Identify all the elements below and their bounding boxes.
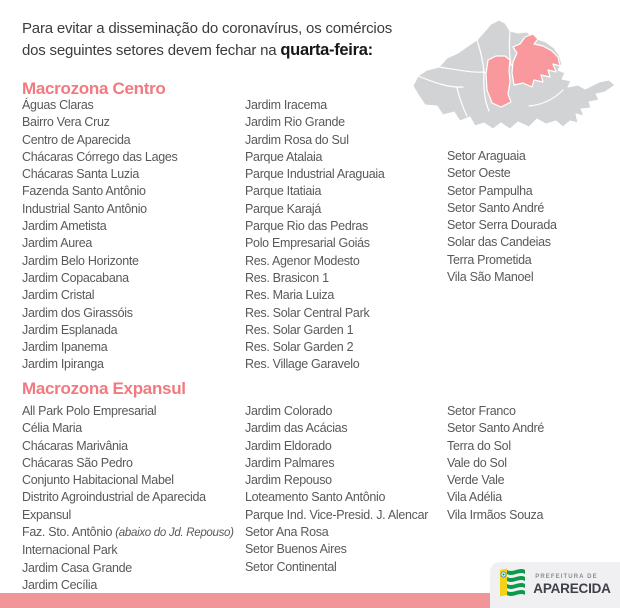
neighborhood-item: Setor Santo André xyxy=(447,200,545,215)
neighborhood-item: Jardim Rosa do Sul xyxy=(245,132,349,147)
bottom-accent-bar xyxy=(0,593,492,608)
neighborhood-item: Vale do Sol xyxy=(447,455,507,470)
neighborhood-item: Distrito Agroindustrial de Aparecida xyxy=(22,490,206,505)
neighborhood-item: Vila São Manoel xyxy=(447,270,534,285)
map-highlight-expansul xyxy=(511,33,561,88)
neighborhood-item: Res. Agenor Modesto xyxy=(245,253,360,268)
neighborhood-item: Setor Ana Rosa xyxy=(245,525,329,540)
neighborhood-item: Chácaras Santa Luzia xyxy=(22,167,139,182)
neighborhood-item: Parque Itatiaia xyxy=(245,184,322,199)
neighborhood-item: Jardim Copacabana xyxy=(22,270,129,285)
neighborhood-item: Verde Vale xyxy=(447,473,505,488)
neighborhood-item: Setor Santo André xyxy=(447,421,545,436)
logo-title: APARECIDA xyxy=(533,581,611,597)
neighborhood-item: Parque Atalaia xyxy=(245,149,323,164)
neighborhood-item: Terra Prometida xyxy=(447,252,532,267)
neighborhood-item: Parque Ind. Vice-Presid. J. Alencar xyxy=(245,507,429,522)
neighborhood-item: Res. Solar Central Park xyxy=(245,305,370,320)
neighborhood-item: Jardim Aurea xyxy=(22,236,93,251)
neighborhood-item: Internacional Park xyxy=(22,543,118,558)
neighborhood-item: Res. Brasicon 1 xyxy=(245,270,329,285)
title-line-1: Para evitar a disseminação do coronavíru… xyxy=(22,20,393,37)
neighborhood-item: Faz. Sto. Antônio (abaixo do Jd. Repouso… xyxy=(22,525,234,540)
neighborhood-item: Industrial Santo Antônio xyxy=(22,201,147,216)
logo-subtitle: PREFEITURA DE xyxy=(535,574,598,581)
neighborhood-item: Jardim Ametista xyxy=(22,219,107,234)
neighborhood-item: Polo Empresarial Goiás xyxy=(245,236,370,251)
neighborhood-item: Solar das Candeias xyxy=(447,235,551,250)
neighborhood-item: All Park Polo Empresarial xyxy=(22,404,157,418)
neighborhood-item: Jardim Esplanada xyxy=(22,322,118,337)
neighborhood-item: Setor Franco xyxy=(447,404,516,418)
map-district-borders xyxy=(417,30,564,117)
neighborhood-item: Setor Continental xyxy=(245,559,337,574)
neighborhood-item: Jardim dos Girassóis xyxy=(22,305,133,320)
neighborhood-item: Jardim das Acácias xyxy=(245,421,348,436)
neighborhood-item: Res. Maria Luiza xyxy=(245,288,334,303)
neighborhood-item: Chácaras Marivânia xyxy=(22,438,128,453)
centro-column-2: Jardim Iracema Jardim Rio Grande Jardim Ro… xyxy=(245,97,455,374)
section-title-macrozona-expansul: Macrozona Expansul xyxy=(22,379,186,398)
title-highlight: quarta-feira: xyxy=(280,40,373,59)
centro-column-3: Setor Araguaia Setor Oeste Setor Pampulha S… xyxy=(447,148,617,286)
expansul-column-1: All Park Polo Empresarial Célia Maria Chác… xyxy=(22,403,234,594)
aparecida-flag-icon xyxy=(499,568,526,602)
neighborhood-item: Jardim Repouso xyxy=(245,473,332,488)
expansul-column-2: Jardim Colorado Jardim das Acácias Jardim … xyxy=(245,403,455,576)
neighborhood-item: Parque Karajá xyxy=(245,201,322,216)
neighborhood-item: Vila Irmãos Souza xyxy=(447,507,544,522)
section-title-macrozona-centro: Macrozona Centro xyxy=(22,79,166,98)
neighborhood-item: Jardim Colorado xyxy=(245,404,333,418)
neighborhood-item: Centro de Aparecida xyxy=(22,132,131,147)
neighborhood-item: Setor Serra Dourada xyxy=(447,218,557,233)
logo-text: PREFEITURA DE APARECIDA xyxy=(533,574,611,597)
neighborhood-item: Jardim Rio Grande xyxy=(245,115,345,130)
neighborhood-item: Setor Araguaia xyxy=(447,149,526,163)
city-map xyxy=(412,10,618,145)
expansul-column-3: Setor Franco Setor Santo André Terra do So… xyxy=(447,403,617,524)
neighborhood-item: Fazenda Santo Antônio xyxy=(22,184,146,199)
title-line-2-text: dos seguintes setores devem fechar na xyxy=(22,41,281,59)
neighborhood-item: Setor Buenos Aires xyxy=(245,542,347,557)
neighborhood-item: Célia Maria xyxy=(22,421,82,436)
neighborhood-item: Jardim Eldorado xyxy=(245,438,332,453)
neighborhood-item: Águas Claras xyxy=(22,98,94,112)
neighborhood-item: Loteamento Santo Antônio xyxy=(245,490,386,505)
page-title: Para evitar a disseminação do coronavíru… xyxy=(22,18,432,61)
neighborhood-item: Parque Rio das Pedras xyxy=(245,219,368,234)
neighborhood-item: Conjunto Habitacional Mabel xyxy=(22,473,174,488)
centro-column-1: Águas Claras Bairro Vera Cruz Centro de Ap… xyxy=(22,97,232,374)
neighborhood-item: Res. Solar Garden 1 xyxy=(245,322,354,337)
neighborhood-item: Chácaras Córrego das Lages xyxy=(22,149,178,164)
neighborhood-item: Jardim Palmares xyxy=(245,455,335,470)
neighborhood-item: Jardim Ipiranga xyxy=(22,357,104,372)
neighborhood-item: Res. Village Garavelo xyxy=(245,357,360,372)
title-line-2: dos seguintes setores devem fechar na qu… xyxy=(22,40,432,62)
neighborhood-item: Res. Solar Garden 2 xyxy=(245,340,354,355)
neighborhood-item: Expansul xyxy=(22,507,72,522)
neighborhood-item: Jardim Belo Horizonte xyxy=(22,253,139,268)
neighborhood-item: Jardim Ipanema xyxy=(22,340,108,355)
neighborhood-item: Setor Oeste xyxy=(447,166,511,181)
neighborhood-item: Vila Adélia xyxy=(447,490,502,505)
neighborhood-item: Jardim Casa Grande xyxy=(22,560,132,575)
neighborhood-item: Parque Industrial Araguaia xyxy=(245,167,385,182)
neighborhood-item: Jardim Iracema xyxy=(245,98,327,112)
neighborhood-item: Setor Pampulha xyxy=(447,183,533,198)
item-note: (abaixo do Jd. Repouso) xyxy=(115,527,234,540)
neighborhood-item: Jardim Cristal xyxy=(22,288,95,303)
neighborhood-item: Chácaras São Pedro xyxy=(22,455,133,470)
neighborhood-item: Terra do Sol xyxy=(447,438,511,453)
prefeitura-logo-card: PREFEITURA DE APARECIDA xyxy=(490,562,620,608)
map-highlight-centro xyxy=(485,55,512,108)
neighborhood-item: Jardim Cecília xyxy=(22,577,97,592)
neighborhood-item: Bairro Vera Cruz xyxy=(22,115,110,130)
